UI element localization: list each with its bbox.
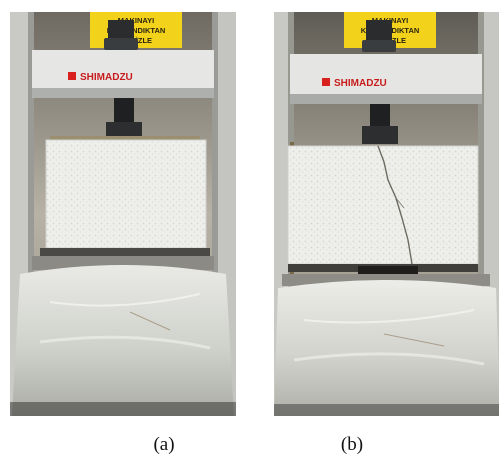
caption-b: (b) bbox=[340, 434, 364, 455]
photo-b: MAKINAYI KULLANDIKTAN TEMİZLE SHIMADZU bbox=[274, 12, 499, 416]
specimen-block-b bbox=[287, 145, 479, 265]
brand-label-a: SHIMADZU bbox=[80, 72, 133, 83]
plastic-cover-b bbox=[274, 280, 499, 416]
caption-a: (a) bbox=[153, 434, 175, 455]
specimen-block-a bbox=[45, 139, 207, 249]
sign-line-1: MAKINAYI bbox=[118, 16, 154, 25]
photo-a-image: MAKINAYI KULLANDIKTAN TEMİZLE SHIMADZU bbox=[10, 12, 236, 416]
sign-line-2: KULLANDIKTAN bbox=[107, 26, 166, 35]
brand-label-b: SHIMADZU bbox=[334, 78, 387, 89]
plastic-cover-a bbox=[12, 265, 234, 416]
shimadzu-logo-icon bbox=[322, 78, 330, 86]
shimadzu-logo-icon bbox=[68, 72, 76, 80]
photo-b-image: MAKINAYI KULLANDIKTAN TEMİZLE SHIMADZU bbox=[274, 12, 499, 416]
photo-a: MAKINAYI KULLANDIKTAN TEMİZLE SHIMADZU bbox=[10, 12, 236, 416]
